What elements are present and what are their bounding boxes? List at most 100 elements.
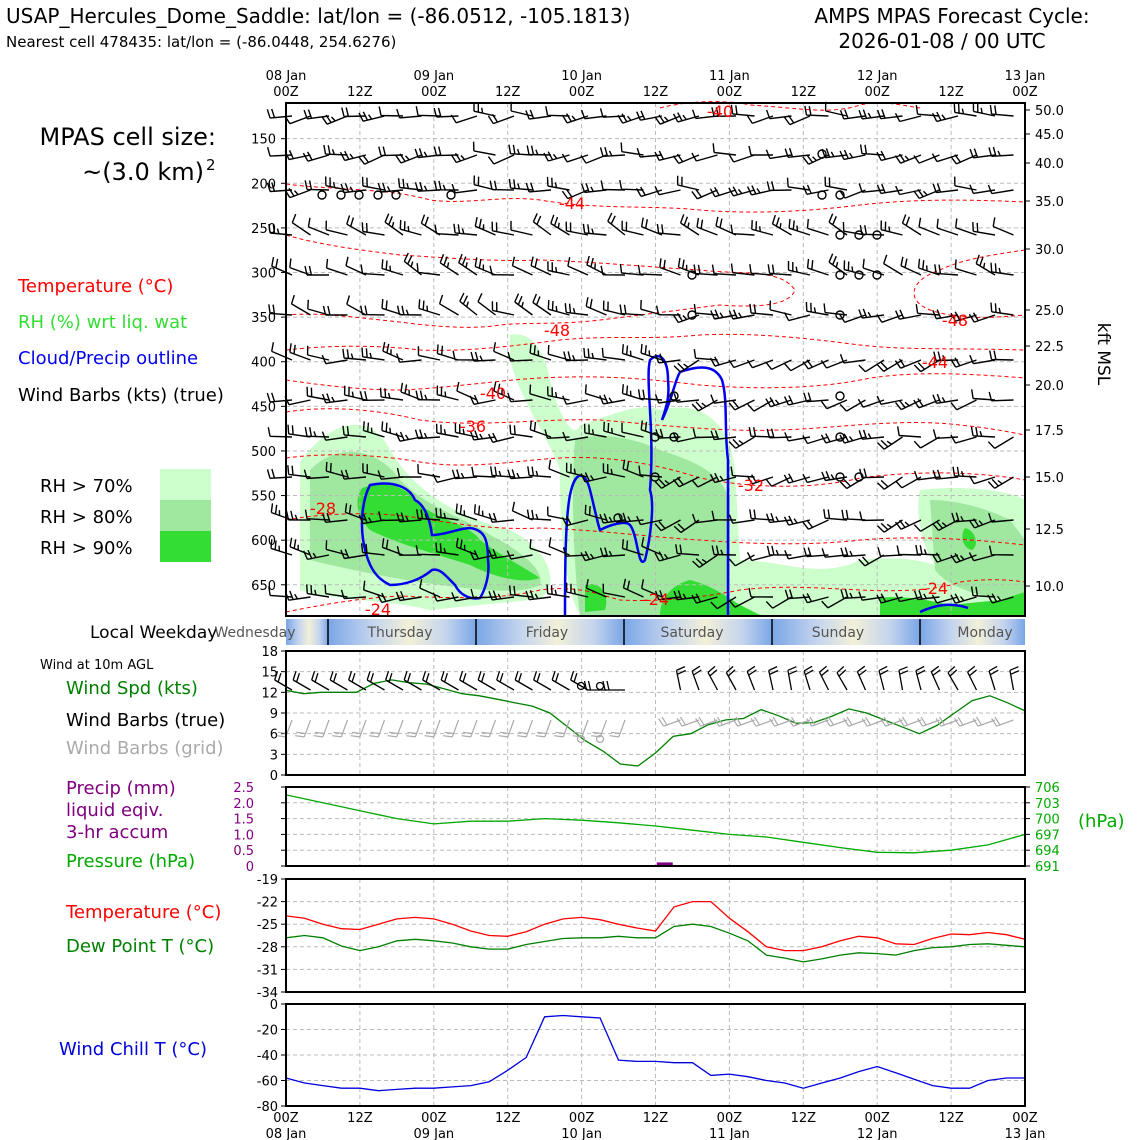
upper-wind-barb: [325, 220, 348, 236]
cross-section-grid: [286, 103, 1025, 616]
upper-wind-barb: [728, 186, 755, 197]
upper-wind-barb: [602, 300, 626, 316]
upper-wind-barb: [894, 399, 922, 411]
cell-size-value: ~(3.0 km): [82, 158, 204, 186]
weekday-wednesday: Wednesday: [214, 625, 295, 641]
upper-wind-barb: [950, 553, 977, 564]
cross-section-frame: [285, 102, 1026, 617]
upper-wind-barb: [434, 224, 459, 236]
upper-wind-barb: [451, 183, 478, 194]
surface-wind-barb: [836, 666, 848, 691]
temp-contour-label: -24: [922, 579, 948, 598]
upper-wind-barb: [747, 399, 774, 412]
bottom-date-label: 08 Jan: [266, 1127, 307, 1140]
upper-wind-barb: [339, 150, 367, 162]
panel-y-tick-label: 9: [270, 707, 278, 722]
upper-wind-barb: [433, 107, 459, 118]
grid-wind-barb: [369, 719, 386, 738]
surface-wind-barb: [366, 671, 385, 691]
upper-wind-barb: [839, 433, 866, 444]
upper-wind-barb: [599, 513, 626, 524]
upper-wind-barb: [547, 261, 570, 276]
upper-wind-barb: [599, 547, 626, 558]
bottom-hour-label: 00Z: [717, 1111, 743, 1126]
upper-wind-barb: [267, 427, 293, 438]
calm-marker: [854, 230, 864, 240]
upper-wind-barb: [396, 353, 422, 363]
upper-wind-barb: [894, 358, 922, 369]
upper-wind-barb: [508, 585, 533, 598]
upper-wind-barb: [381, 259, 404, 276]
bottom-hour-label: 00Z: [569, 1111, 595, 1126]
upper-wind-barb: [268, 586, 293, 598]
upper-wind-barb: [435, 542, 459, 556]
temp-contour-label: -24: [643, 590, 669, 609]
upper-wind-barb: [950, 593, 977, 604]
height-tick-label: 17.5: [1035, 424, 1064, 439]
grid-wind-barb: [954, 716, 977, 727]
panel-y-tick-label: 15: [261, 666, 278, 681]
precip-label-2: liquid eqiv.: [66, 800, 163, 821]
upper-wind-barb: [507, 469, 533, 480]
upper-wind-barb: [728, 596, 755, 608]
panel-y-tick-label: 12: [261, 686, 278, 701]
upper-wind-barb: [840, 589, 866, 599]
upper-wind-barb: [672, 112, 700, 123]
surface-wind-barb: [1009, 666, 1020, 691]
upper-wind-barb: [493, 342, 515, 361]
upper-wind-barb: [510, 220, 533, 236]
upper-wind-barb: [529, 420, 552, 438]
upper-wind-barb: [788, 218, 811, 236]
precip-tick-label: 0: [246, 860, 254, 875]
upper-wind-barb: [988, 391, 1014, 402]
upper-wind-barb: [304, 426, 330, 438]
upper-wind-barb: [303, 469, 330, 480]
panel-y-tick-label: 0: [270, 998, 278, 1013]
upper-wind-barb: [673, 393, 700, 403]
temp-contour-label: -32: [738, 476, 764, 495]
upper-wind-barb: [459, 292, 478, 316]
upper-wind-barb: [877, 436, 903, 450]
top-hour-label: 12Z: [938, 85, 964, 100]
panel-y-tick-label: -22: [257, 896, 278, 911]
upper-wind-barb: [769, 300, 792, 316]
grid-wind-barb: [658, 716, 681, 727]
upper-wind-barb: [561, 153, 589, 163]
upper-wind-barb: [876, 359, 903, 372]
upper-wind-barb: [954, 176, 977, 191]
upper-wind-barb: [564, 303, 589, 316]
upper-wind-barb: [584, 384, 607, 401]
upper-wind-barb: [532, 213, 552, 236]
upper-wind-barb: [672, 312, 700, 324]
upper-wind-barb: [711, 264, 737, 276]
pressure-tick-label: 250: [251, 222, 276, 237]
weekday-sunday: Sunday: [812, 625, 864, 641]
upper-wind-barb: [711, 545, 737, 556]
upper-wind-barb: [396, 467, 422, 478]
height-tick-label: 25.0: [1035, 304, 1064, 319]
upper-wind-barb: [488, 512, 515, 523]
upper-wind-barb: [806, 219, 829, 236]
calm-marker-surface: [595, 681, 605, 691]
upper-wind-barb: [619, 179, 644, 191]
upper-wind-barb: [585, 297, 607, 316]
hpa-unit-label: (hPa): [1078, 811, 1125, 832]
upper-wind-barb: [306, 584, 330, 598]
top-date-label: 11 Jan: [709, 69, 750, 84]
height-tick-label: 40.0: [1035, 157, 1064, 172]
upper-wind-barb: [715, 216, 737, 236]
calm-marker: [835, 472, 845, 482]
upper-wind-barb: [710, 309, 737, 320]
grid-wind-barb: [295, 719, 312, 738]
upper-wind-barb: [931, 594, 959, 604]
upper-wind-barb: [932, 309, 959, 320]
upper-wind-barb: [529, 539, 552, 556]
grid-wind-barb: [535, 719, 552, 738]
upper-wind-barb: [454, 423, 478, 438]
upper-wind-barb: [691, 109, 718, 120]
pressure-tick-label: 706: [1035, 781, 1060, 796]
upper-wind-barb: [362, 463, 385, 478]
top-hour-label: 00Z: [569, 85, 595, 100]
upper-wind-barb: [361, 222, 385, 236]
